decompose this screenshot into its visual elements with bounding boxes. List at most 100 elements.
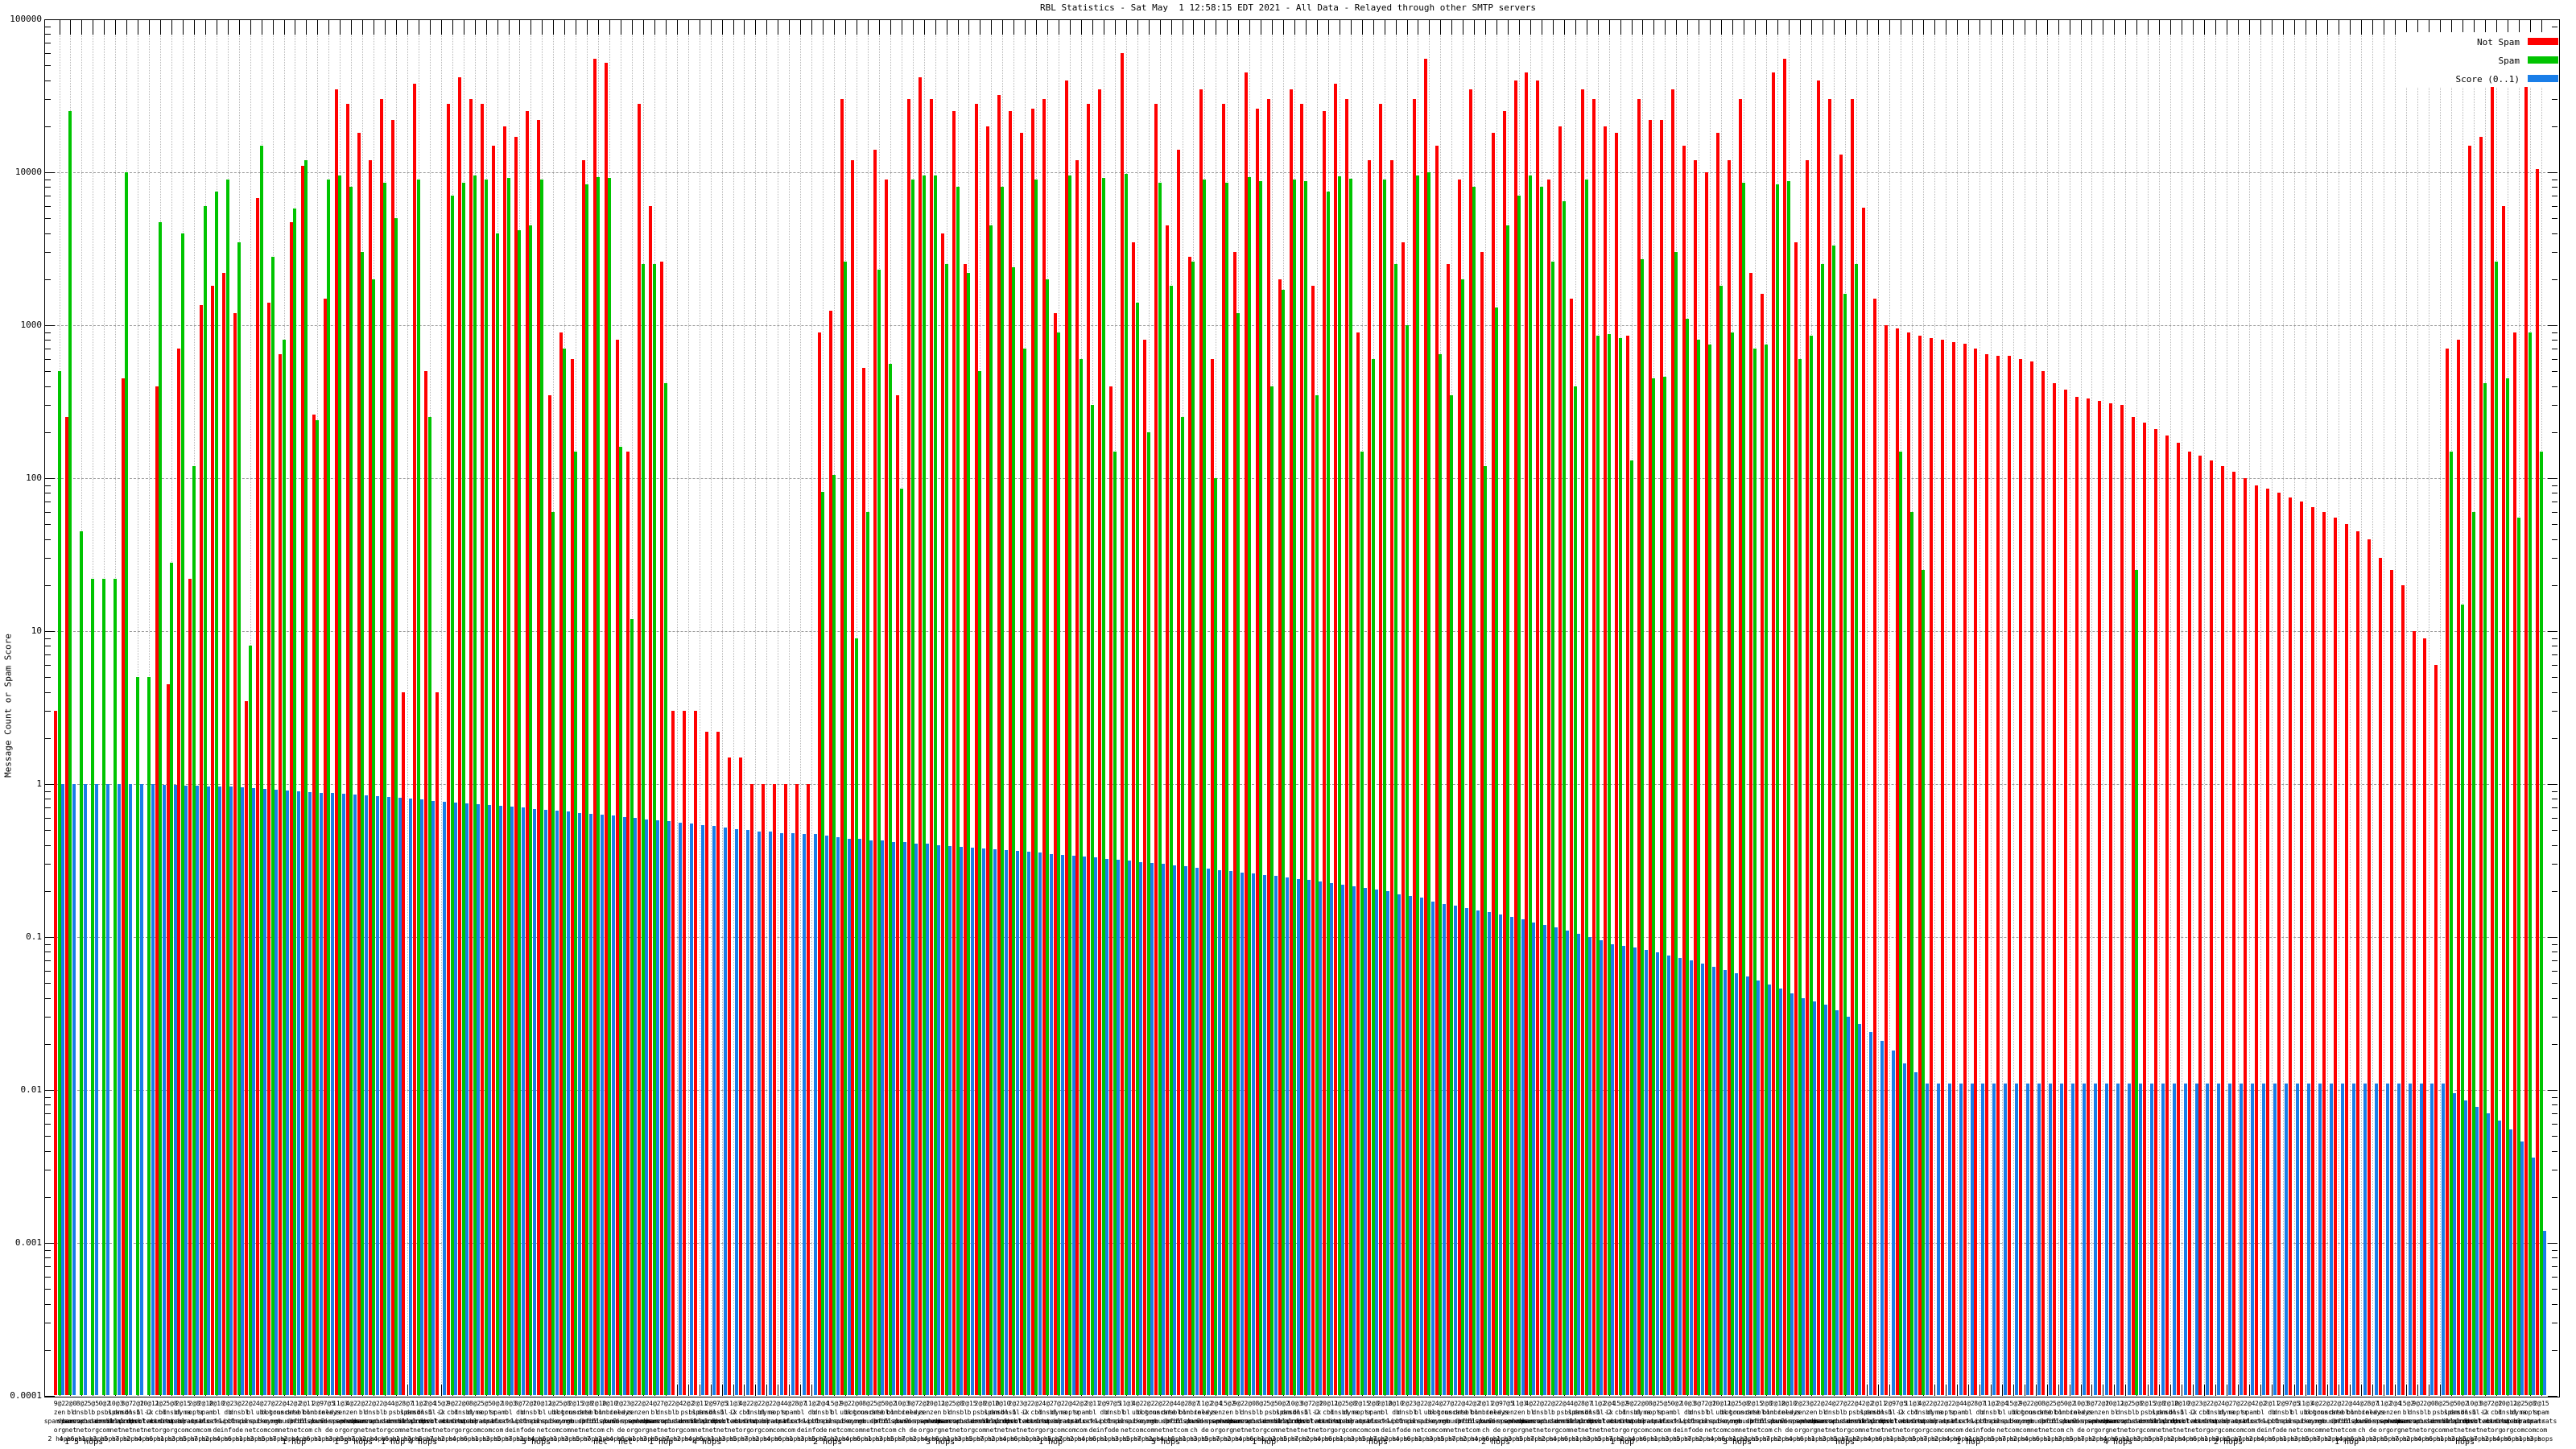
- x-top-tick: [2417, 20, 2419, 35]
- bar-score: [2532, 1158, 2536, 1395]
- x-label: 2@2 dnsbl-2 uceprotect net 4 hops: [994, 1400, 1034, 1443]
- bar-not-spam: [1861, 207, 1865, 1395]
- x-label: 2@2 spam spamrats com 2 hops: [1066, 1400, 1097, 1443]
- x-bottom-tick: [2203, 1385, 2205, 1396]
- bar-not-spam: [2457, 340, 2461, 1395]
- x-top-tick: [81, 20, 83, 35]
- x-top-tick: [1788, 20, 1790, 35]
- y-minor-tick: [2552, 485, 2557, 486]
- bar-not-spam: [1008, 111, 1012, 1395]
- bar-not-spam: [2401, 584, 2405, 1395]
- bar-spam: [1203, 179, 1207, 1395]
- x-label-hops: net: [618, 1438, 634, 1447]
- bar-not-spam: [749, 784, 753, 1395]
- bar-score: [184, 785, 188, 1395]
- x-label: 2@2 dnsbl inps de 4 hops: [1395, 1400, 1419, 1443]
- x-label-hops: 1 hop: [282, 1438, 307, 1447]
- x-bottom-tick: [2282, 1385, 2284, 1396]
- bar-not-spam: [177, 349, 181, 1395]
- x-bottom-tick: [766, 1385, 768, 1396]
- bar-spam: [2505, 378, 2509, 1395]
- bar-score: [622, 816, 626, 1395]
- y-minor-tick: [2552, 983, 2557, 985]
- y-minor-tick: [2552, 1303, 2557, 1305]
- x-label: 7@2 b barracudacentral org 5 hops: [1814, 1400, 1876, 1443]
- bar-spam: [1641, 259, 1645, 1395]
- y-minor-tick: [2552, 943, 2557, 945]
- x-top-tick: [542, 20, 543, 35]
- bar-score: [488, 804, 492, 1395]
- bar-score: [1026, 852, 1030, 1395]
- y-minor-tick: [45, 677, 51, 679]
- y-major-tick: [45, 631, 55, 632]
- bar-score: [2329, 1084, 2333, 1395]
- y-minor-tick: [45, 691, 51, 693]
- x-label: 5@8 dnsbl sorbs net 1 hops: [946, 1400, 970, 1443]
- bar-spam: [910, 179, 914, 1395]
- x-top-tick: [2136, 20, 2138, 35]
- x-top-tick: [1676, 20, 1678, 35]
- x-top-tick: [115, 20, 117, 35]
- y-major-tick: [2548, 631, 2557, 632]
- x-gridline: [2001, 35, 2003, 1396]
- x-label: 7@2 bogons cymru com 5 hops: [261, 1400, 285, 1443]
- bar-not-spam: [368, 159, 372, 1395]
- x-label: 2@15 dnsbl spfbl net 3 hops: [1744, 1400, 1767, 1443]
- x-label: 3@7 dnsbl inps de 7 hops: [1687, 1400, 1711, 1443]
- x-bottom-tick: [733, 1385, 734, 1396]
- x-top-tick: [2327, 20, 2329, 35]
- bar-not-spam: [200, 305, 204, 1395]
- x-label: 2@9 relays bl.kundenserver de 6 hops: [1468, 1400, 1526, 1443]
- x-top-tick: [733, 20, 734, 35]
- x-top-tick: [452, 20, 453, 35]
- x-label: 4@2 dnsbl sorbs net 3 hops: [1822, 1400, 1846, 1443]
- bar-score: [2060, 1084, 2064, 1395]
- bar-score: [330, 793, 334, 1395]
- x-top-tick: [317, 20, 319, 35]
- x-label: 8@7 bl blocklist de 1 hops: [783, 1400, 819, 1443]
- x-top-tick: [351, 20, 353, 35]
- x-label: 4@2 ubl unsubscore com 5 hops: [1118, 1400, 1158, 1443]
- x-bottom-tick: [1979, 1385, 1980, 1396]
- x-label-hops: 4 hops: [2103, 1438, 2133, 1447]
- bar-spam: [1461, 279, 1465, 1395]
- bar-score: [1071, 856, 1075, 1395]
- bar-spam: [1214, 478, 1218, 1395]
- x-label: 2@11 bl blocklist de 4 hops: [1075, 1400, 1111, 1443]
- x-gridline: [800, 35, 802, 1396]
- y-minor-tick: [45, 584, 51, 586]
- bar-not-spam: [1670, 89, 1674, 1395]
- x-label-hops: 1 5 hops: [64, 1438, 104, 1447]
- bar-score: [72, 784, 76, 1395]
- x-bottom-tick: [440, 1385, 442, 1396]
- bar-spam: [506, 177, 510, 1395]
- bar-score: [207, 786, 211, 1395]
- bar-not-spam: [357, 133, 361, 1395]
- x-top-tick: [238, 20, 240, 35]
- x-gridline: [721, 35, 723, 1396]
- bar-spam: [1528, 175, 1532, 1395]
- x-label: 2@2 dnsbl dronebl org 7 hops: [742, 1400, 770, 1443]
- x-gridline: [2058, 35, 2059, 1396]
- bar-not-spam: [2097, 401, 2101, 1395]
- bar-not-spam: [2108, 402, 2112, 1395]
- y-minor-tick: [45, 1150, 51, 1152]
- x-top-tick: [710, 20, 712, 35]
- x-label: 0@2 combined abuse ch 3 hops: [2054, 1400, 2086, 1443]
- x-top-tick: [1002, 20, 1004, 35]
- y-minor-tick: [45, 807, 51, 809]
- x-label: 7@5 bl mailspike net 1 hops: [2277, 1400, 2312, 1443]
- bar-spam: [2528, 332, 2532, 1395]
- x-label: 2@2 ix dnsbl.manitu net 2 hops: [1294, 1400, 1341, 1443]
- x-bottom-tick: [789, 1385, 791, 1396]
- x-label-hops: 5 hops: [1151, 1438, 1181, 1447]
- x-top-tick: [923, 20, 925, 35]
- x-label: 2@4 zen spamhaus org 5 hops: [2380, 1400, 2411, 1443]
- x-bottom-tick: [2316, 1385, 2318, 1396]
- y-minor-tick: [45, 524, 51, 526]
- x-gridline: [755, 35, 757, 1396]
- bar-not-spam: [2232, 472, 2236, 1395]
- x-bottom-tick: [2114, 1385, 2116, 1396]
- x-label: 2@2 cbl abuseat org 1 hops: [1022, 1400, 1051, 1443]
- bar-spam: [608, 177, 612, 1395]
